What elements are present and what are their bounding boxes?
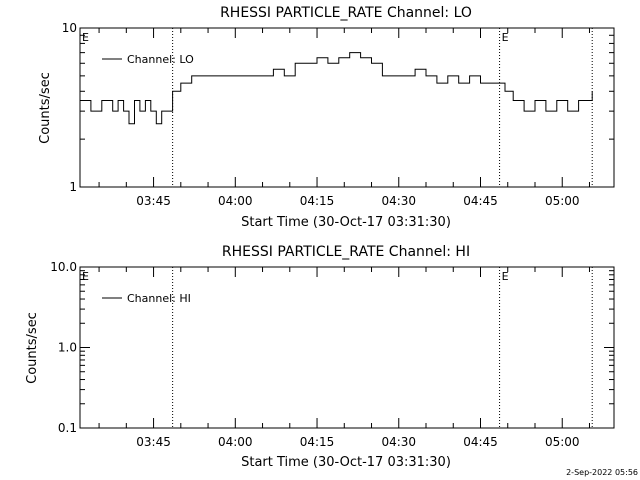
x-tick-label: 04:00 (218, 435, 253, 449)
event-marker-label: E (82, 31, 89, 44)
y-tick-label: 0.1 (58, 421, 77, 435)
y-axis-label: Counts/sec (38, 72, 53, 144)
chart-title: RHESSI PARTICLE_RATE Channel: LO (220, 5, 472, 21)
y-tick-label: 1.0 (58, 341, 77, 355)
y-axis-label: Counts/sec (25, 312, 40, 384)
x-tick-label: 04:30 (381, 194, 416, 208)
panel-lo: RHESSI PARTICLE_RATE Channel: LO Counts/… (38, 5, 615, 230)
x-tick-label: 05:00 (545, 435, 580, 449)
x-tick-label: 04:00 (218, 194, 253, 208)
x-tick-label: 04:15 (300, 194, 335, 208)
x-tick-label: 05:00 (545, 194, 580, 208)
x-tick-label: 03:45 (136, 194, 171, 208)
chart-title: RHESSI PARTICLE_RATE Channel: HI (222, 244, 470, 260)
plot-frame (79, 27, 615, 188)
y-tick-label: 10 (62, 21, 77, 35)
y-tick-label: 10.0 (50, 260, 77, 274)
x-tick-label: 03:45 (136, 435, 171, 449)
series-line-0 (80, 52, 593, 125)
footer-timestamp: 2-Sep-2022 05:56 (566, 468, 638, 477)
y-tick-label: 1 (69, 180, 77, 194)
legend-label: Channel: HI (127, 292, 191, 305)
x-axis-label: Start Time (30-Oct-17 03:31:30) (241, 455, 451, 470)
x-tick-label: 04:45 (463, 435, 498, 449)
x-axis-label: Start Time (30-Oct-17 03:31:30) (241, 215, 451, 230)
event-marker-label: E (502, 270, 509, 283)
event-marker-label: E (502, 31, 509, 44)
x-tick-label: 04:15 (300, 435, 335, 449)
x-tick-label: 04:30 (381, 435, 416, 449)
panel-hi: RHESSI PARTICLE_RATE Channel: HI Counts/… (25, 244, 615, 470)
x-tick-label: 04:45 (463, 194, 498, 208)
legend-label: Channel: LO (127, 53, 194, 66)
event-marker-label: E (82, 270, 89, 283)
